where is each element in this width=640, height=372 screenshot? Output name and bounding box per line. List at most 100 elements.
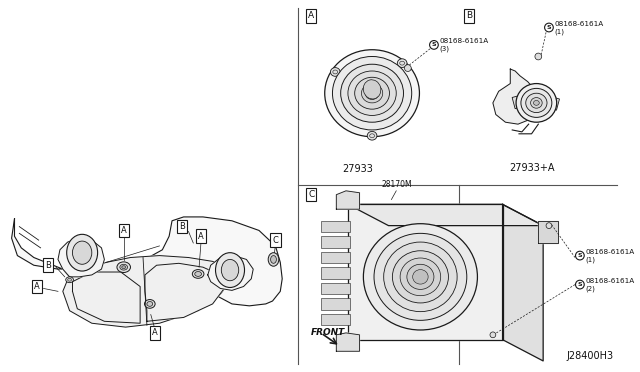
Ellipse shape (340, 64, 403, 122)
Text: A: A (121, 226, 127, 235)
Ellipse shape (407, 264, 434, 289)
Ellipse shape (67, 234, 98, 271)
Bar (321, 283, 350, 294)
Text: 08168-6161A: 08168-6161A (586, 249, 635, 255)
Ellipse shape (147, 301, 153, 306)
Circle shape (545, 23, 554, 32)
Bar (321, 221, 350, 232)
FancyBboxPatch shape (150, 326, 160, 340)
Bar (321, 298, 350, 310)
Ellipse shape (362, 84, 383, 103)
Polygon shape (145, 263, 224, 321)
Text: B: B (45, 261, 51, 270)
Ellipse shape (332, 57, 412, 130)
Polygon shape (502, 204, 543, 361)
Ellipse shape (364, 224, 477, 330)
Bar (512, 96, 521, 109)
FancyBboxPatch shape (463, 9, 474, 23)
FancyBboxPatch shape (31, 280, 42, 293)
Text: 27933: 27933 (342, 164, 373, 174)
Text: C: C (308, 190, 314, 199)
Polygon shape (12, 217, 282, 311)
Bar (321, 252, 350, 263)
Text: A: A (308, 12, 314, 20)
Bar (551, 97, 559, 110)
FancyBboxPatch shape (196, 230, 206, 243)
FancyBboxPatch shape (118, 224, 129, 237)
Polygon shape (337, 333, 360, 351)
Text: 08168-6161A: 08168-6161A (440, 38, 489, 44)
Ellipse shape (348, 71, 396, 115)
Ellipse shape (271, 256, 276, 263)
FancyBboxPatch shape (44, 259, 53, 272)
Polygon shape (538, 221, 557, 243)
Ellipse shape (68, 278, 72, 281)
Ellipse shape (195, 272, 202, 276)
Ellipse shape (120, 264, 127, 270)
Ellipse shape (413, 270, 428, 284)
Polygon shape (493, 69, 538, 124)
Ellipse shape (221, 259, 239, 281)
Text: S: S (577, 282, 582, 287)
Text: J28400H3: J28400H3 (566, 351, 614, 361)
Bar (321, 236, 350, 248)
Text: 08168-6161A: 08168-6161A (555, 20, 604, 27)
Circle shape (575, 280, 584, 289)
Ellipse shape (122, 266, 125, 269)
Text: (2): (2) (586, 285, 596, 292)
Ellipse shape (367, 131, 377, 140)
Ellipse shape (268, 253, 279, 266)
Text: C: C (273, 235, 278, 245)
FancyBboxPatch shape (306, 188, 316, 202)
Ellipse shape (384, 242, 457, 312)
Text: S: S (577, 253, 582, 258)
Ellipse shape (374, 233, 467, 320)
FancyBboxPatch shape (177, 220, 187, 233)
Ellipse shape (324, 50, 419, 137)
Ellipse shape (400, 258, 441, 296)
Circle shape (490, 332, 496, 338)
Text: S: S (431, 42, 436, 47)
Polygon shape (72, 272, 140, 323)
Ellipse shape (516, 84, 557, 122)
Text: A: A (34, 282, 40, 291)
Text: 28170M: 28170M (381, 180, 412, 189)
Text: (1): (1) (555, 28, 564, 35)
Polygon shape (63, 256, 232, 327)
FancyBboxPatch shape (270, 233, 280, 247)
Text: A: A (198, 232, 204, 241)
Text: FRONT: FRONT (311, 328, 346, 337)
Polygon shape (208, 256, 253, 291)
Ellipse shape (145, 299, 155, 308)
Ellipse shape (66, 277, 74, 283)
Text: (1): (1) (586, 256, 596, 263)
Text: 27933+A: 27933+A (509, 163, 554, 173)
Circle shape (546, 223, 552, 228)
Ellipse shape (521, 89, 552, 118)
Ellipse shape (193, 270, 204, 278)
Text: S: S (547, 25, 551, 30)
Polygon shape (58, 238, 104, 277)
Ellipse shape (531, 97, 542, 108)
Text: B: B (179, 222, 184, 231)
Ellipse shape (216, 253, 244, 288)
Ellipse shape (355, 77, 390, 109)
FancyBboxPatch shape (306, 9, 316, 23)
Bar (321, 314, 350, 325)
Polygon shape (348, 204, 502, 340)
Ellipse shape (117, 262, 131, 273)
Text: 08168-6161A: 08168-6161A (586, 278, 635, 284)
Circle shape (404, 65, 412, 71)
Ellipse shape (392, 251, 449, 303)
Ellipse shape (330, 68, 340, 76)
Polygon shape (348, 204, 543, 226)
Ellipse shape (72, 241, 92, 264)
Circle shape (429, 41, 438, 49)
Circle shape (535, 53, 541, 60)
Bar (321, 267, 350, 279)
Text: (3): (3) (440, 45, 450, 52)
Text: B: B (466, 12, 472, 20)
Ellipse shape (534, 100, 540, 105)
Ellipse shape (365, 87, 379, 99)
Ellipse shape (397, 59, 407, 67)
